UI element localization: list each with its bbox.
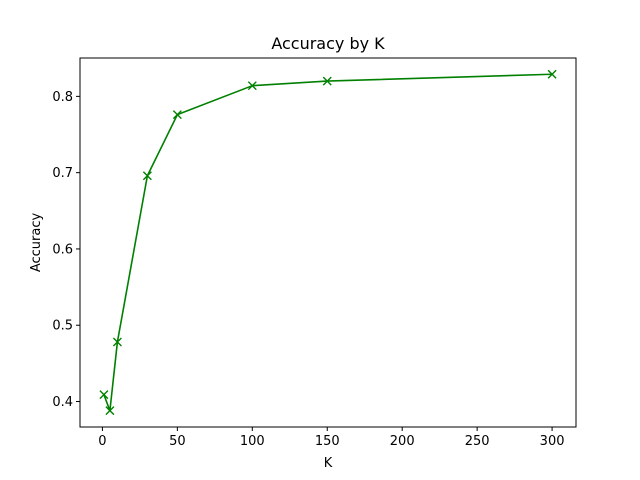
y-tick-label: 0.7: [52, 166, 73, 181]
plot-series: [99, 69, 557, 416]
series-line: [103, 73, 553, 412]
x-tick-label: 50: [169, 434, 186, 449]
x-tick-label: 300: [540, 434, 565, 449]
data-point-marker: [99, 390, 109, 400]
x-tick-label: 0: [98, 434, 106, 449]
x-axis: 0 50 100 150 200 250 300: [98, 427, 565, 449]
chart-title: Accuracy by K: [271, 34, 385, 53]
data-point-marker: [247, 81, 257, 91]
data-point-marker: [112, 337, 122, 347]
data-point-marker: [105, 406, 115, 416]
data-point-marker: [322, 76, 332, 86]
x-axis-label: K: [324, 456, 333, 471]
x-tick-label: 100: [240, 434, 265, 449]
x-tick-label: 250: [465, 434, 490, 449]
y-tick-label: 0.6: [52, 242, 73, 257]
data-point-marker: [547, 69, 557, 79]
y-tick-label: 0.4: [52, 395, 73, 410]
x-tick-label: 150: [315, 434, 340, 449]
y-axis-label: Accuracy: [29, 213, 44, 273]
data-point-marker: [142, 171, 152, 181]
plot-frame: [79, 57, 577, 428]
data-point-marker: [172, 110, 182, 120]
x-tick-label: 200: [390, 434, 415, 449]
y-tick-label: 0.8: [52, 90, 73, 105]
y-tick-label: 0.5: [52, 319, 73, 334]
y-axis: 0.4 0.5 0.6 0.7 0.8: [52, 90, 80, 410]
